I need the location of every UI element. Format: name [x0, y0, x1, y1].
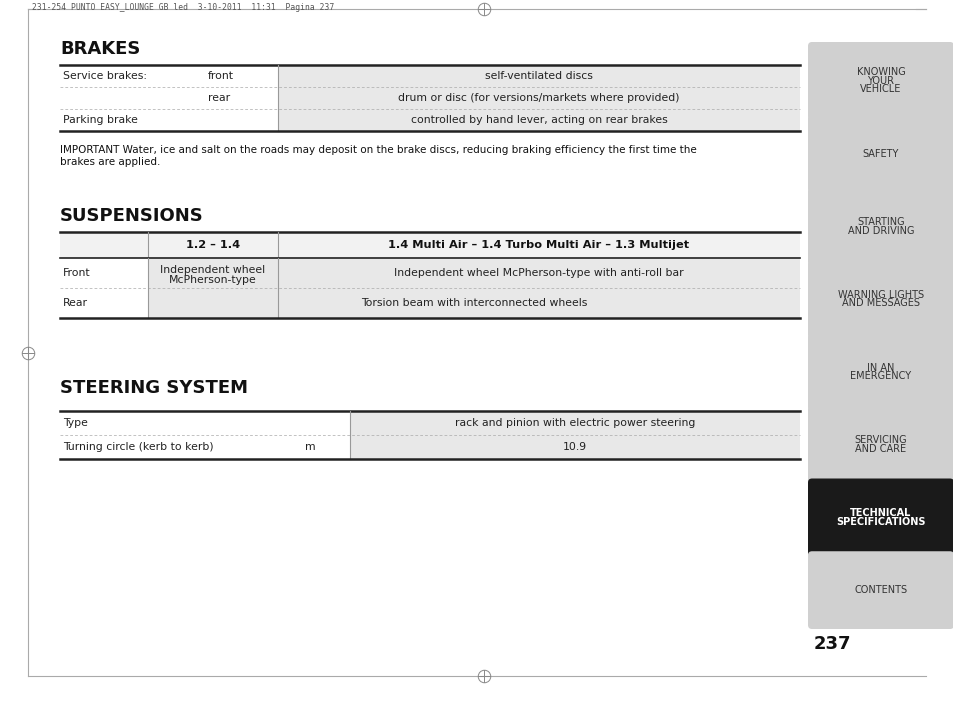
FancyBboxPatch shape: [807, 115, 953, 193]
Text: STEERING SYSTEM: STEERING SYSTEM: [60, 379, 248, 397]
Text: Turning circle (kerb to kerb): Turning circle (kerb to kerb): [63, 442, 213, 452]
Text: IN AN: IN AN: [866, 363, 894, 373]
Text: TECHNICAL: TECHNICAL: [849, 508, 911, 518]
Bar: [148, 288, 800, 318]
Text: AND MESSAGES: AND MESSAGES: [841, 299, 919, 309]
Text: SERVICING: SERVICING: [854, 436, 906, 445]
Text: SAFETY: SAFETY: [862, 149, 899, 159]
Text: YOUR: YOUR: [866, 76, 894, 86]
Text: front: front: [208, 71, 233, 81]
FancyBboxPatch shape: [807, 406, 953, 484]
Text: BRAKES: BRAKES: [60, 40, 140, 58]
Text: self-ventilated discs: self-ventilated discs: [484, 71, 593, 81]
Text: controlled by hand lever, acting on rear brakes: controlled by hand lever, acting on rear…: [410, 115, 667, 125]
Text: AND CARE: AND CARE: [855, 444, 905, 454]
Text: STARTING: STARTING: [857, 217, 903, 227]
FancyBboxPatch shape: [807, 188, 953, 265]
Text: KNOWING: KNOWING: [856, 67, 904, 78]
Text: VEHICLE: VEHICLE: [860, 85, 901, 95]
Bar: [350, 411, 800, 435]
Text: Parking brake: Parking brake: [63, 115, 138, 125]
Bar: [148, 258, 800, 288]
Text: McPherson-type: McPherson-type: [169, 275, 256, 285]
Text: 1.4 Multi Air – 1.4 Turbo Multi Air – 1.3 Multijet: 1.4 Multi Air – 1.4 Turbo Multi Air – 1.…: [388, 240, 689, 250]
Text: 1.2 – 1.4: 1.2 – 1.4: [186, 240, 240, 250]
Text: Type: Type: [63, 418, 88, 428]
Bar: [277, 109, 800, 131]
Text: rear: rear: [208, 93, 230, 103]
Text: Torsion beam with interconnected wheels: Torsion beam with interconnected wheels: [360, 298, 587, 308]
Text: rack and pinion with electric power steering: rack and pinion with electric power stee…: [455, 418, 695, 428]
Text: CONTENTS: CONTENTS: [854, 585, 906, 595]
Text: brakes are applied.: brakes are applied.: [60, 157, 160, 167]
Text: Independent wheel McPherson-type with anti-roll bar: Independent wheel McPherson-type with an…: [394, 268, 683, 278]
Text: EMERGENCY: EMERGENCY: [849, 371, 911, 381]
FancyBboxPatch shape: [807, 261, 953, 338]
Text: Rear: Rear: [63, 298, 88, 308]
Text: 231-254 PUNTO EASY_LOUNGE GB led  3-10-2011  11:31  Pagina 237: 231-254 PUNTO EASY_LOUNGE GB led 3-10-20…: [32, 3, 334, 12]
FancyBboxPatch shape: [807, 42, 953, 120]
Text: SUSPENSIONS: SUSPENSIONS: [60, 207, 204, 225]
Text: Independent wheel: Independent wheel: [160, 265, 265, 275]
Text: SPECIFICATIONS: SPECIFICATIONS: [836, 517, 924, 527]
Bar: [277, 65, 800, 87]
Text: m: m: [305, 442, 315, 452]
Text: 10.9: 10.9: [562, 442, 586, 452]
Text: AND DRIVING: AND DRIVING: [847, 226, 913, 236]
Bar: [60, 232, 800, 258]
FancyBboxPatch shape: [807, 551, 953, 629]
FancyBboxPatch shape: [807, 479, 953, 556]
Bar: [277, 87, 800, 109]
Text: WARNING LIGHTS: WARNING LIGHTS: [837, 290, 923, 300]
Text: 237: 237: [813, 635, 851, 653]
FancyBboxPatch shape: [807, 333, 953, 411]
Text: Service brakes:: Service brakes:: [63, 71, 147, 81]
Text: drum or disc (for versions/markets where provided): drum or disc (for versions/markets where…: [397, 93, 679, 103]
Text: IMPORTANT Water, ice and salt on the roads may deposit on the brake discs, reduc: IMPORTANT Water, ice and salt on the roa…: [60, 145, 696, 155]
Bar: [350, 435, 800, 459]
Text: Front: Front: [63, 268, 91, 278]
